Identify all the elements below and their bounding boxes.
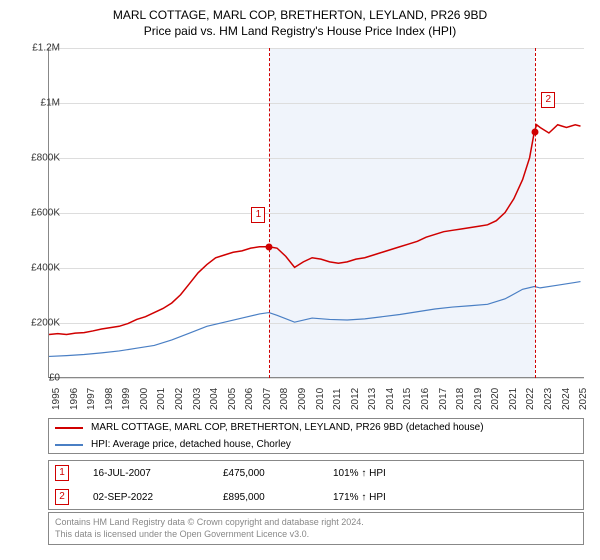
x-tick-label: 2012: [350, 388, 361, 410]
x-tick-label: 2004: [209, 388, 220, 410]
x-tick-label: 1997: [86, 388, 97, 410]
legend-row: MARL COTTAGE, MARL COP, BRETHERTON, LEYL…: [49, 419, 583, 436]
event-row: 1 16-JUL-2007£475,000101% ↑ HPI: [49, 461, 583, 485]
x-tick-label: 2025: [578, 388, 589, 410]
chart-container: MARL COTTAGE, MARL COP, BRETHERTON, LEYL…: [0, 0, 600, 560]
event-date: 02-SEP-2022: [93, 492, 223, 503]
x-tick-label: 2009: [297, 388, 308, 410]
event-number-box: 1: [55, 465, 69, 481]
x-tick-label: 2018: [455, 388, 466, 410]
y-tick-label: £400K: [20, 263, 60, 274]
y-tick-label: £1.2M: [20, 43, 60, 54]
marker-number-box: 1: [251, 207, 265, 223]
x-tick-label: 2010: [315, 388, 326, 410]
footer-line-2: This data is licensed under the Open Gov…: [55, 529, 577, 541]
legend-box: MARL COTTAGE, MARL COP, BRETHERTON, LEYL…: [48, 418, 584, 454]
marker-number-box: 2: [541, 92, 555, 108]
x-tick-label: 2023: [543, 388, 554, 410]
legend-row: HPI: Average price, detached house, Chor…: [49, 436, 583, 453]
legend-swatch: [55, 427, 83, 429]
x-tick-label: 2021: [508, 388, 519, 410]
x-tick-label: 2017: [438, 388, 449, 410]
event-price: £475,000: [223, 468, 333, 479]
x-tick-label: 1999: [121, 388, 132, 410]
x-tick-label: 1995: [51, 388, 62, 410]
x-tick-label: 2013: [367, 388, 378, 410]
gridline: [49, 378, 584, 379]
x-tick-label: 2003: [192, 388, 203, 410]
footer-box: Contains HM Land Registry data © Crown c…: [48, 512, 584, 545]
marker-dashed-line: [535, 48, 536, 378]
chart-titles: MARL COTTAGE, MARL COP, BRETHERTON, LEYL…: [0, 0, 600, 38]
x-tick-label: 2011: [332, 388, 343, 410]
event-row: 2 02-SEP-2022£895,000171% ↑ HPI: [49, 485, 583, 509]
marker-dot: [532, 128, 539, 135]
series-property: [49, 125, 580, 335]
event-number-box: 2: [55, 489, 69, 505]
y-tick-label: £600K: [20, 208, 60, 219]
x-tick-label: 2024: [561, 388, 572, 410]
y-tick-label: £800K: [20, 153, 60, 164]
x-tick-label: 1998: [104, 388, 115, 410]
chart-plot-area: 12: [48, 48, 584, 378]
x-tick-label: 2007: [262, 388, 273, 410]
chart-lines-svg: [49, 48, 584, 377]
x-tick-label: 2022: [525, 388, 536, 410]
legend-label: MARL COTTAGE, MARL COP, BRETHERTON, LEYL…: [91, 422, 484, 433]
x-tick-label: 1996: [69, 388, 80, 410]
x-tick-label: 2020: [490, 388, 501, 410]
legend-swatch: [55, 444, 83, 446]
legend-label: HPI: Average price, detached house, Chor…: [91, 439, 291, 450]
event-price: £895,000: [223, 492, 333, 503]
y-tick-label: £0: [20, 373, 60, 384]
series-hpi: [49, 282, 580, 357]
y-tick-label: £1M: [20, 98, 60, 109]
marker-dashed-line: [269, 48, 270, 378]
x-tick-label: 2002: [174, 388, 185, 410]
footer-line-1: Contains HM Land Registry data © Crown c…: [55, 517, 577, 529]
x-tick-label: 2016: [420, 388, 431, 410]
y-tick-label: £200K: [20, 318, 60, 329]
event-hpi: 171% ↑ HPI: [333, 492, 453, 503]
events-box: 1 16-JUL-2007£475,000101% ↑ HPI 2 02-SEP-20…: [48, 460, 584, 510]
chart-title-address: MARL COTTAGE, MARL COP, BRETHERTON, LEYL…: [0, 8, 600, 22]
x-tick-label: 2008: [279, 388, 290, 410]
chart-title-subtitle: Price paid vs. HM Land Registry's House …: [0, 24, 600, 38]
x-tick-label: 2005: [227, 388, 238, 410]
x-tick-label: 2001: [156, 388, 167, 410]
marker-dot: [266, 244, 273, 251]
x-tick-label: 2000: [139, 388, 150, 410]
x-tick-label: 2015: [402, 388, 413, 410]
event-date: 16-JUL-2007: [93, 468, 223, 479]
event-hpi: 101% ↑ HPI: [333, 468, 453, 479]
x-tick-label: 2006: [244, 388, 255, 410]
x-tick-label: 2019: [473, 388, 484, 410]
x-tick-label: 2014: [385, 388, 396, 410]
